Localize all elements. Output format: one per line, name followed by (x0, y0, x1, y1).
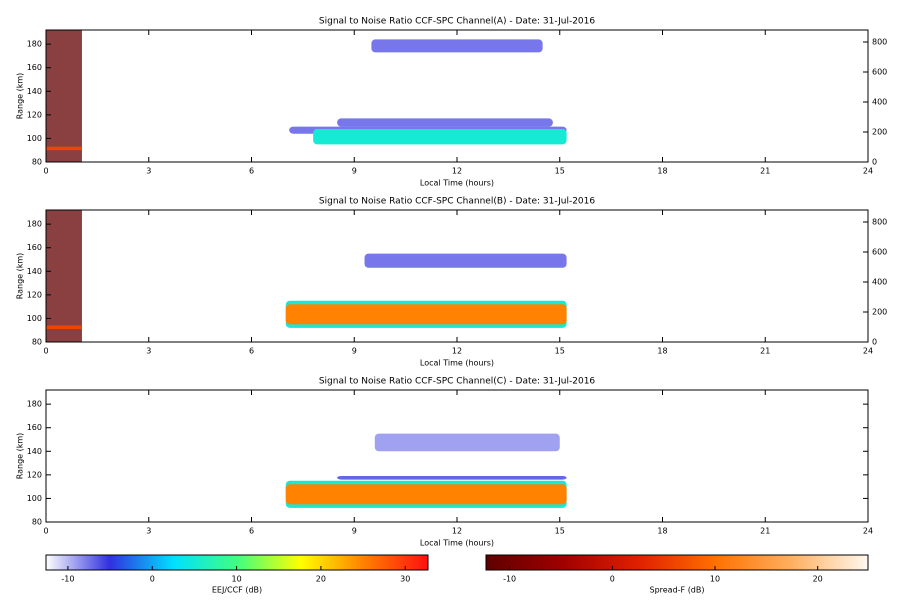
y-axis-label: Range (km) (16, 433, 25, 480)
colorbar-tick-label: 30 (400, 575, 410, 584)
y-axis-label: Range (km) (16, 73, 25, 120)
x-tick-label: 18 (657, 167, 667, 176)
x-axis-label: Local Time (hours) (420, 359, 494, 368)
x-tick-label: 6 (249, 527, 254, 536)
x-tick-label: 6 (249, 167, 254, 176)
x-tick-label: 9 (352, 347, 357, 356)
y-tick-label: 160 (27, 243, 42, 252)
y-tick-label: 120 (27, 470, 42, 479)
echo-region (313, 129, 567, 145)
x-tick-label: 15 (555, 167, 565, 176)
echo-region (46, 210, 82, 342)
x-tick-label: 6 (249, 347, 254, 356)
x-tick-label: 9 (352, 167, 357, 176)
x-tick-label: 9 (352, 527, 357, 536)
x-axis-label: Local Time (hours) (420, 539, 494, 548)
y2-tick-label: 600 (872, 68, 887, 77)
y-tick-label: 180 (27, 400, 42, 409)
y2-tick-label: 800 (872, 38, 887, 47)
echo-region (46, 146, 82, 151)
y2-tick-label: 200 (872, 128, 887, 137)
plot-area (46, 30, 567, 162)
frame (485, 554, 869, 571)
colorbar-tick-label: 0 (150, 575, 155, 584)
x-tick-label: 12 (452, 347, 462, 356)
colorbar-tick-label: 0 (610, 575, 615, 584)
x-tick-label: 3 (146, 167, 151, 176)
echo-region (285, 484, 567, 505)
plot-area (46, 210, 567, 342)
y-tick-label: 180 (27, 40, 42, 49)
y-tick-label: 80 (32, 338, 42, 347)
x-tick-label: 21 (760, 167, 770, 176)
x-tick-label: 15 (555, 527, 565, 536)
panel-title: Signal to Noise Ratio CCF-SPC Channel(C)… (319, 377, 596, 387)
y-tick-label: 140 (27, 267, 42, 276)
x-tick-label: 3 (146, 347, 151, 356)
colorbar-tick-label: 20 (813, 575, 823, 584)
y2-tick-label: 800 (872, 218, 887, 227)
echo-region (285, 304, 567, 325)
x-tick-label: 3 (146, 527, 151, 536)
x-axis-label: Local Time (hours) (420, 179, 494, 188)
y-tick-label: 140 (27, 447, 42, 456)
x-tick-label: 21 (760, 347, 770, 356)
y2-tick-label: 600 (872, 248, 887, 257)
echo-region (337, 476, 567, 480)
y-tick-label: 180 (27, 220, 42, 229)
panel-title: Signal to Noise Ratio CCF-SPC Channel(B)… (319, 197, 595, 207)
y-tick-label: 140 (27, 87, 42, 96)
y2-tick-label: 0 (872, 158, 877, 167)
x-tick-label: 15 (555, 347, 565, 356)
x-tick-label: 21 (760, 527, 770, 536)
y-axis-label: Range (km) (16, 253, 25, 300)
colorbar-tick-label: -10 (503, 575, 516, 584)
y2-tick-label: 200 (872, 308, 887, 317)
colorbar-tick-label: 20 (316, 575, 326, 584)
echo-region (46, 30, 82, 162)
y2-tick-label: 400 (872, 278, 887, 287)
x-tick-label: 0 (43, 167, 48, 176)
echo-region (374, 433, 560, 452)
x-tick-label: 24 (863, 167, 873, 176)
y-tick-label: 80 (32, 518, 42, 527)
x-tick-label: 0 (43, 347, 48, 356)
plot-area (285, 433, 567, 508)
echo-region (364, 253, 567, 268)
y-tick-label: 120 (27, 290, 42, 299)
echo-region (337, 118, 553, 127)
y-tick-label: 80 (32, 158, 42, 167)
y2-tick-label: 400 (872, 98, 887, 107)
panel-title: Signal to Noise Ratio CCF-SPC Channel(A)… (319, 17, 595, 27)
y-tick-label: 100 (27, 134, 42, 143)
y-tick-label: 160 (27, 423, 42, 432)
colorbar-tick-label: 10 (710, 575, 720, 584)
colorbar-label: EEJ/CCF (dB) (212, 586, 262, 595)
colorbar (46, 555, 428, 570)
x-tick-label: 24 (863, 527, 873, 536)
echo-region (371, 39, 543, 53)
x-tick-label: 18 (657, 347, 667, 356)
x-tick-label: 12 (452, 527, 462, 536)
colorbar (486, 555, 868, 570)
colorbar-tick-label: -10 (61, 575, 74, 584)
x-tick-label: 12 (452, 167, 462, 176)
x-tick-label: 24 (863, 347, 873, 356)
y2-tick-label: 0 (872, 338, 877, 347)
y-tick-label: 120 (27, 110, 42, 119)
y-tick-label: 100 (27, 314, 42, 323)
x-tick-label: 18 (657, 527, 667, 536)
y-tick-label: 160 (27, 63, 42, 72)
y-tick-label: 100 (27, 494, 42, 503)
colorbar-tick-label: 10 (231, 575, 241, 584)
colorbar-label: Spread-F (dB) (649, 586, 704, 595)
echo-region (46, 325, 82, 330)
x-tick-label: 0 (43, 527, 48, 536)
